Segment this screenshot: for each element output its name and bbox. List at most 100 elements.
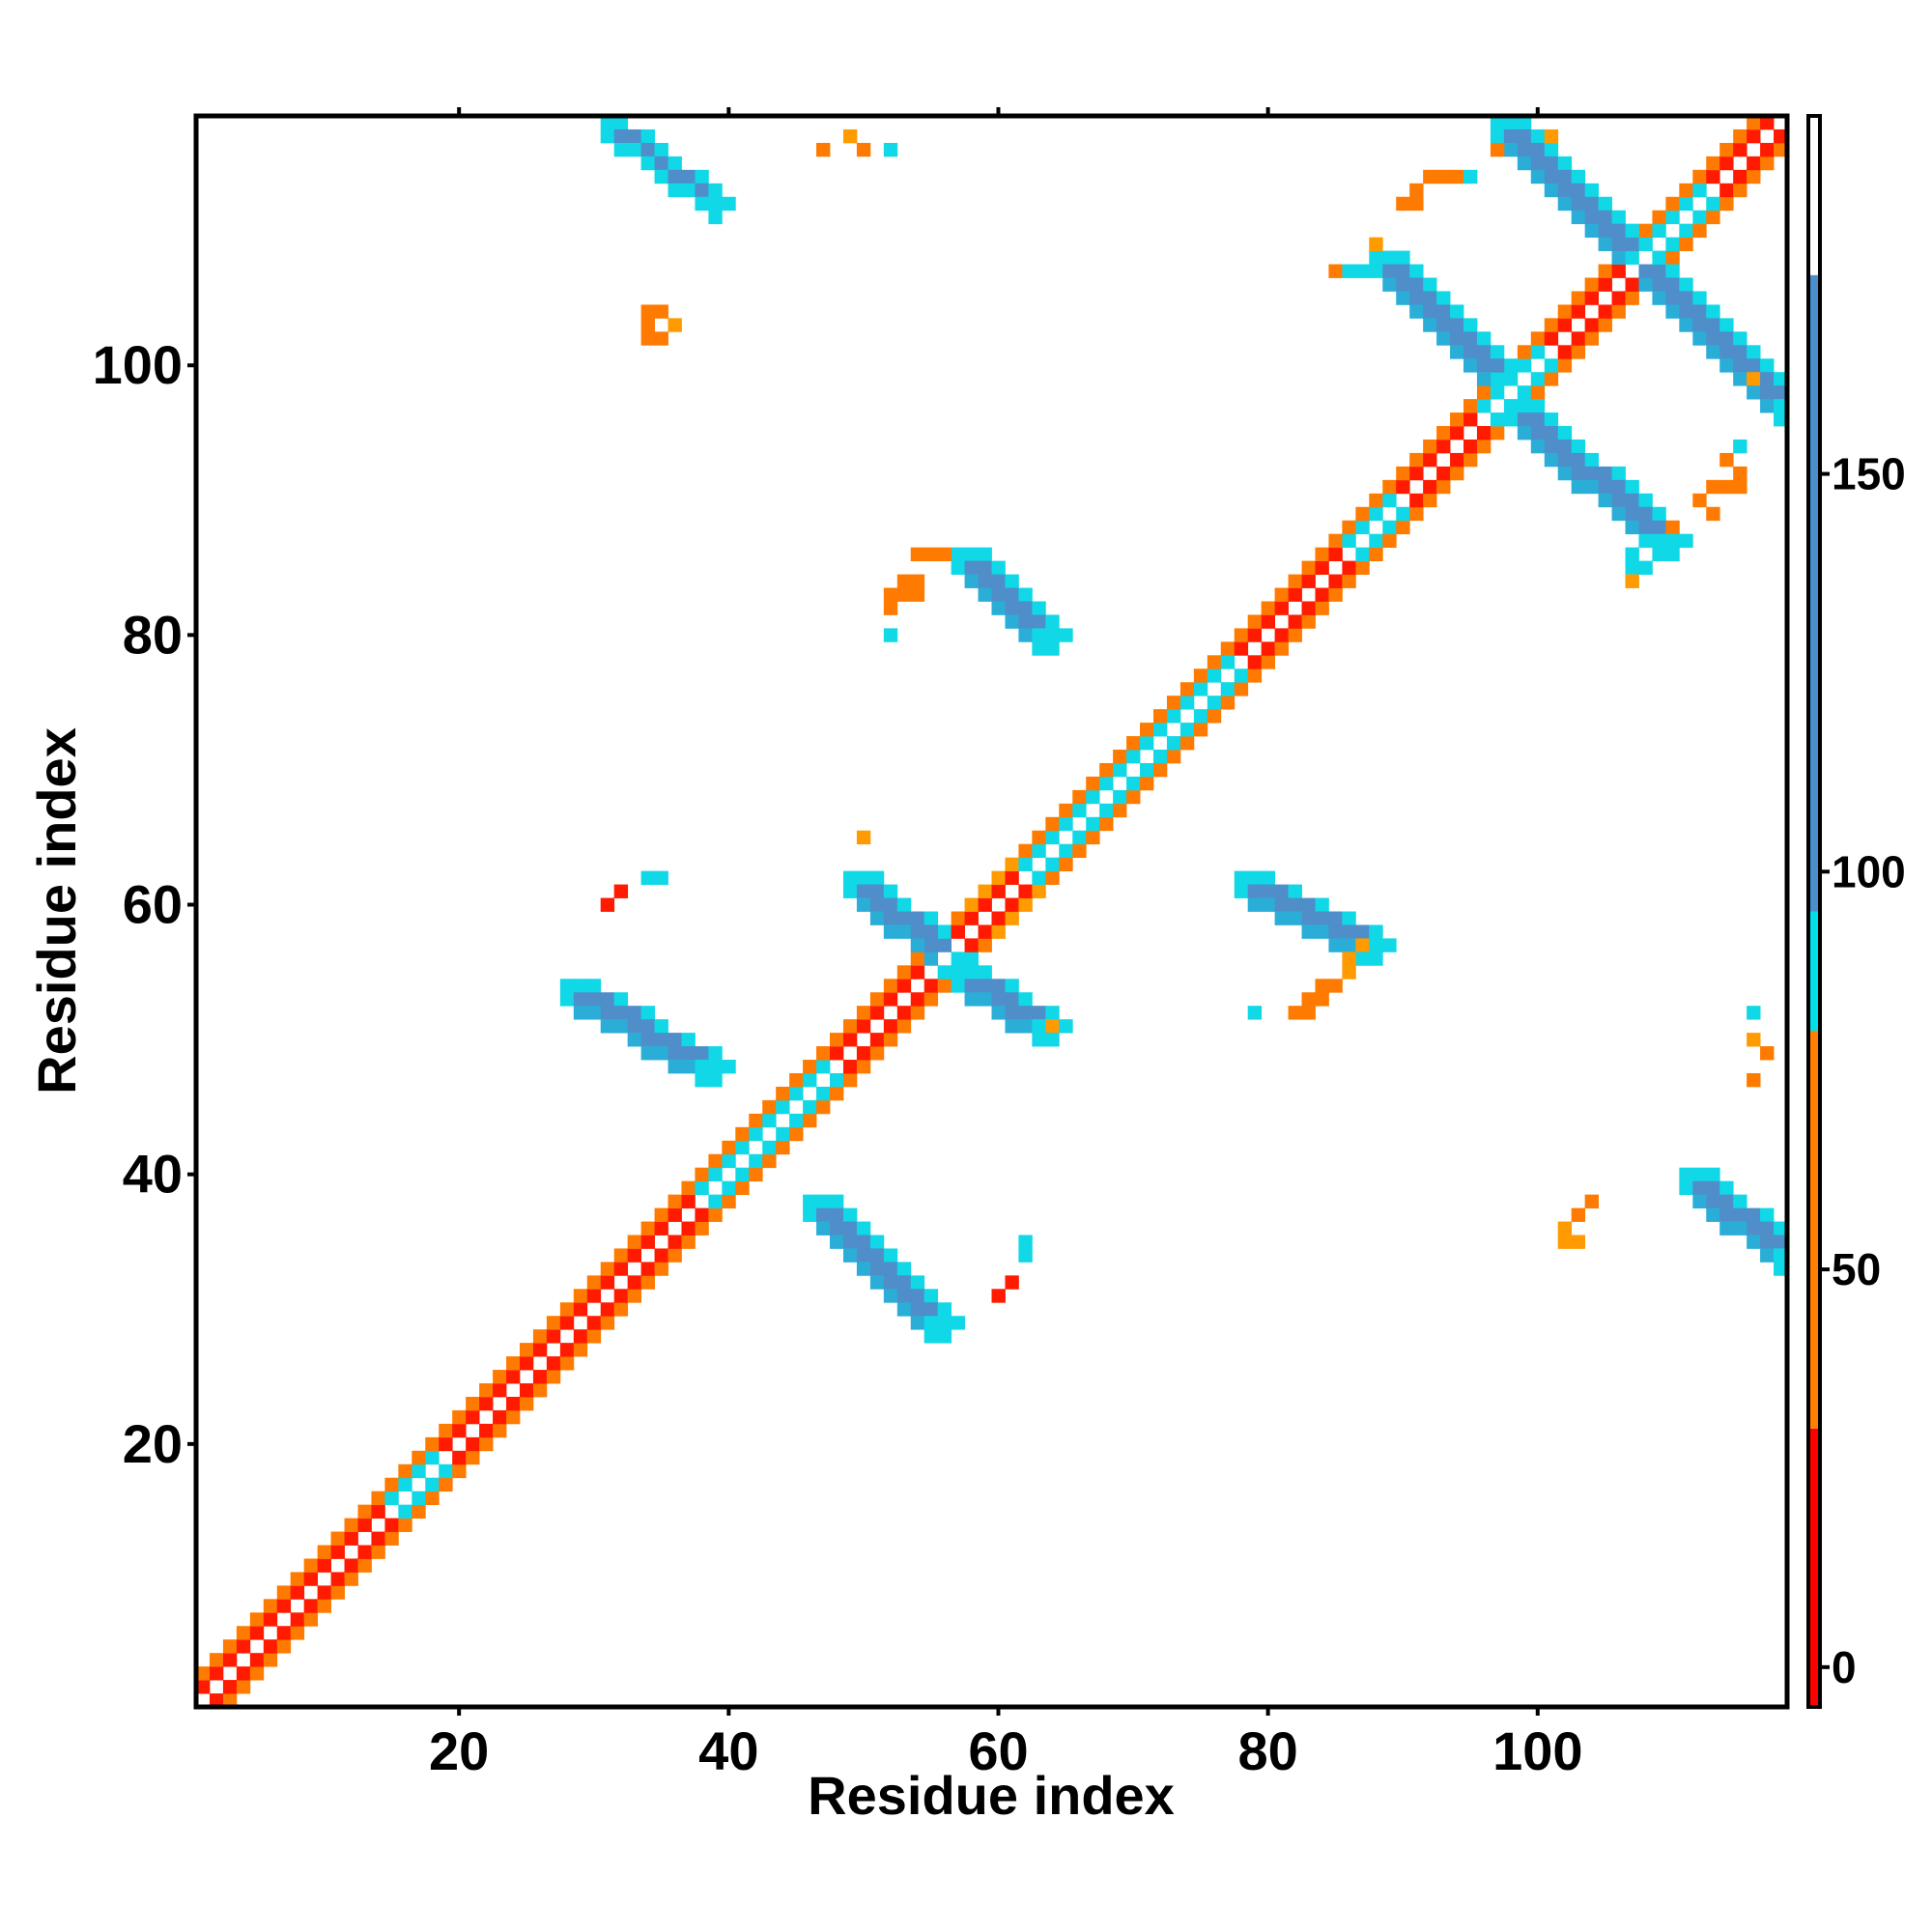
- heatmap-cell: [842, 128, 858, 144]
- heatmap-cell: [1706, 156, 1720, 171]
- heatmap-cell: [1490, 142, 1505, 157]
- heatmap-cell: [222, 1653, 238, 1667]
- colorbar-tick-label: 150: [1832, 449, 1906, 499]
- heatmap-cell: [1436, 331, 1451, 346]
- heatmap-cell: [1733, 331, 1747, 346]
- heatmap-cell: [1355, 547, 1370, 561]
- heatmap-cell: [830, 1221, 844, 1236]
- heatmap-cell: [856, 142, 871, 157]
- heatmap-cell: [330, 1545, 345, 1559]
- heatmap-cell: [749, 1126, 763, 1142]
- heatmap-cell: [1638, 506, 1653, 522]
- heatmap-cell: [627, 1019, 641, 1034]
- heatmap-cell: [1760, 156, 1775, 171]
- heatmap-cell: [1409, 506, 1424, 522]
- heatmap-cell: [1045, 1019, 1060, 1034]
- heatmap-cell: [1652, 506, 1666, 522]
- heatmap-cell: [640, 1235, 655, 1249]
- y-axis-title: Residue index: [26, 727, 87, 1094]
- heatmap-cell: [923, 547, 939, 561]
- heatmap-cell: [1193, 723, 1208, 737]
- heatmap-cell: [1733, 1221, 1747, 1236]
- heatmap-cell: [842, 870, 858, 885]
- heatmap-cell: [613, 1302, 629, 1317]
- heatmap-cell: [1463, 345, 1478, 359]
- heatmap-cell: [627, 142, 641, 157]
- heatmap-cell: [668, 1194, 682, 1208]
- heatmap-cell: [452, 1423, 467, 1438]
- heatmap-cell: [196, 1666, 211, 1681]
- heatmap-cell: [1490, 372, 1505, 386]
- heatmap-cell: [1611, 237, 1626, 251]
- heatmap-cell: [1193, 709, 1208, 724]
- heatmap-cell: [1369, 506, 1383, 522]
- heatmap-cell: [1638, 264, 1653, 278]
- heatmap-cell: [1719, 1221, 1734, 1236]
- heatmap-cell: [573, 1302, 588, 1317]
- heatmap-cell: [856, 830, 871, 845]
- heatmap-cell: [654, 870, 668, 885]
- heatmap-cell: [896, 911, 912, 925]
- heatmap-cell: [1436, 291, 1451, 305]
- heatmap-cell: [803, 1208, 817, 1222]
- heatmap-cell: [1463, 331, 1478, 346]
- heatmap-cell: [978, 938, 992, 952]
- heatmap-cell: [1692, 1180, 1707, 1196]
- heatmap-cell: [1005, 574, 1019, 588]
- heatmap-cell: [883, 979, 898, 993]
- heatmap-cell: [1625, 493, 1639, 508]
- heatmap-cell: [600, 128, 615, 144]
- heatmap-cell: [654, 156, 668, 171]
- heatmap-cell: [1517, 426, 1532, 440]
- heatmap-cell: [1530, 128, 1546, 144]
- heatmap-cell: [263, 1639, 278, 1654]
- heatmap-cell: [1450, 426, 1464, 440]
- heatmap-cell: [1665, 250, 1680, 265]
- heatmap-cell: [573, 1343, 588, 1357]
- heatmap-cell: [1490, 116, 1505, 130]
- heatmap-cell: [668, 156, 682, 171]
- heatmap-cell: [1059, 803, 1073, 818]
- heatmap-cell: [816, 1099, 831, 1115]
- heatmap-cell: [1544, 439, 1559, 454]
- heatmap-cell: [883, 884, 898, 898]
- heatmap-cell: [1396, 466, 1410, 481]
- heatmap-cell: [1503, 142, 1519, 157]
- heatmap-cell: [668, 1060, 682, 1074]
- heatmap-cell: [1719, 196, 1734, 212]
- heatmap-cell: [722, 1060, 736, 1074]
- heatmap-cell: [600, 1302, 615, 1317]
- heatmap-cell: [600, 116, 615, 130]
- heatmap-cell: [573, 1329, 588, 1344]
- heatmap-cell: [532, 1329, 548, 1344]
- heatmap-cell: [263, 1599, 278, 1613]
- heatmap-cell: [1113, 789, 1127, 805]
- heatmap-cell: [1409, 452, 1424, 468]
- heatmap-cell: [708, 1153, 723, 1169]
- heatmap-cell: [613, 142, 629, 157]
- heatmap-cell: [1598, 237, 1612, 251]
- heatmap-cell: [1463, 318, 1478, 332]
- heatmap-cell: [1544, 169, 1559, 185]
- heatmap-cell: [1584, 466, 1599, 481]
- heatmap-cell: [1072, 830, 1087, 845]
- heatmap-cell: [951, 911, 965, 925]
- heatmap-cell: [991, 574, 1006, 588]
- heatmap-cell: [1517, 128, 1532, 144]
- heatmap-cell: [1733, 1194, 1747, 1208]
- heatmap-cell: [1126, 776, 1141, 791]
- heatmap-cell: [640, 870, 655, 885]
- heatmap-cell: [640, 304, 655, 319]
- heatmap-cell: [1247, 870, 1263, 885]
- heatmap-cell: [613, 1289, 629, 1303]
- heatmap-cell: [357, 1545, 372, 1559]
- heatmap-cell: [613, 1019, 629, 1034]
- heatmap-cell: [1733, 183, 1747, 198]
- heatmap-cell: [803, 1099, 817, 1115]
- heatmap-cell: [991, 587, 1006, 602]
- heatmap-cell: [1760, 1248, 1775, 1263]
- heatmap-cell: [1571, 452, 1586, 468]
- heatmap-cell: [1032, 884, 1046, 898]
- heatmap-cell: [613, 1248, 629, 1263]
- heatmap-cell: [776, 1126, 790, 1142]
